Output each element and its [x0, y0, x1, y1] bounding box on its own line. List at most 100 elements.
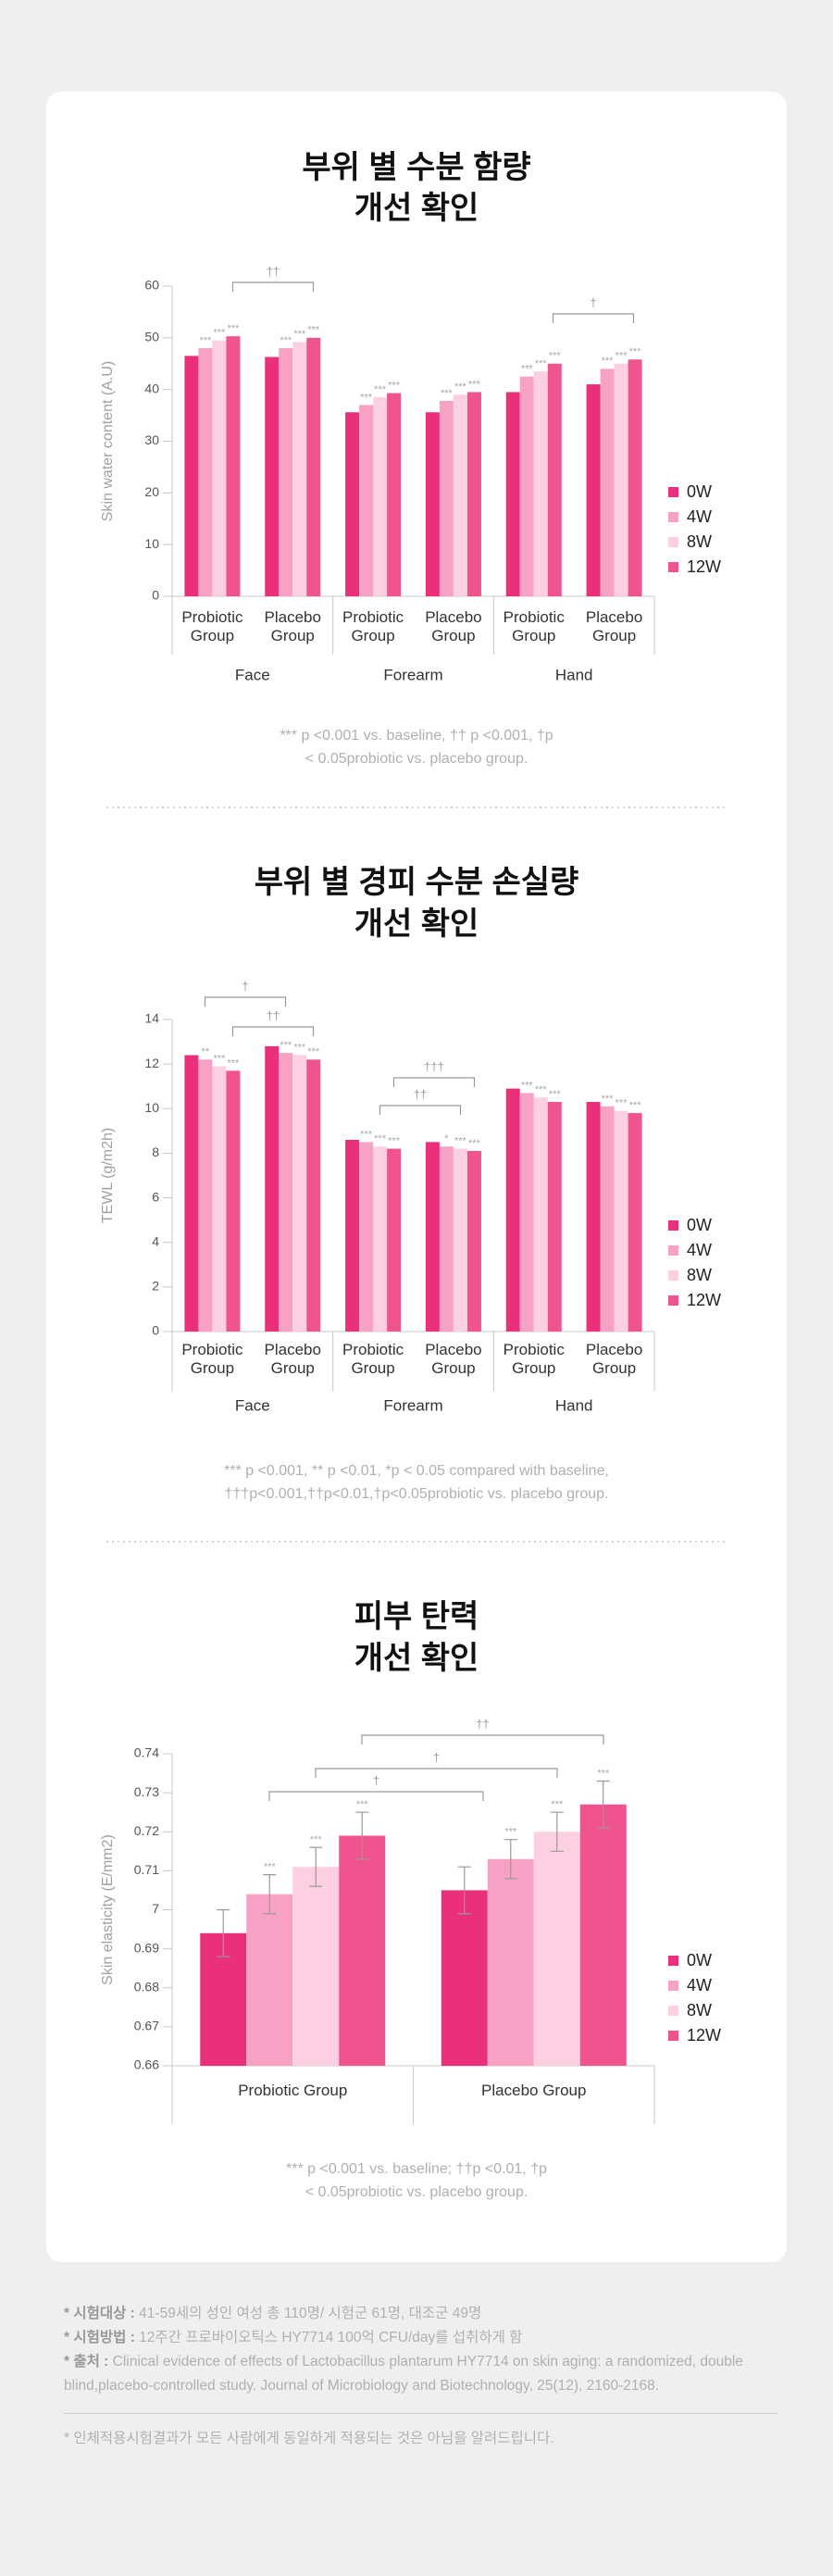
- significance: ***: [213, 1053, 226, 1064]
- bar: [345, 1139, 360, 1332]
- footnote: < 0.05probiotic vs. placebo group.: [305, 751, 528, 767]
- group-label: Hand: [555, 666, 593, 683]
- bracket-label: ††: [267, 1008, 280, 1022]
- y-tick-label: 0.71: [134, 1862, 159, 1877]
- note-label: * 시험대상 :: [64, 2306, 135, 2321]
- group-label: Hand: [555, 1396, 593, 1414]
- bracket-label: ††: [414, 1087, 427, 1101]
- bracket-label: †: [590, 295, 596, 309]
- legend-swatch: [668, 1981, 678, 1991]
- error-bar: [355, 1811, 369, 1860]
- bracket: [379, 1105, 462, 1115]
- significance: ***: [264, 1861, 277, 1872]
- chart-title: 개선 확인: [354, 1641, 479, 1676]
- chart-title: 개선 확인: [354, 191, 479, 226]
- significance: ***: [468, 1138, 481, 1149]
- x-tick-label: Placebo Group: [481, 2082, 587, 2099]
- error-bar: [596, 1780, 610, 1829]
- significance: ***: [388, 380, 401, 391]
- bracket: [204, 996, 287, 1007]
- footnote: *** p <0.001 vs. baseline; ††p <0.01, †p: [286, 2161, 547, 2177]
- bar: [441, 1890, 488, 2066]
- y-tick-label: 0.72: [134, 1823, 159, 1838]
- chart-title: 피부 탄력: [354, 1599, 479, 1634]
- significance: ***: [374, 1133, 387, 1144]
- legend-label: 8W: [687, 1266, 712, 1284]
- bar: [579, 1804, 627, 2066]
- significance: ***: [504, 1827, 517, 1838]
- footnote: *** p <0.001, ** p <0.01, *p < 0.05 comp…: [224, 1463, 609, 1479]
- y-tick-label: 0.68: [134, 1979, 159, 1994]
- legend-swatch: [668, 1220, 678, 1231]
- y-tick-label: 0.66: [134, 2057, 159, 2072]
- y-tick-label: 10: [144, 536, 159, 551]
- significance: ***: [360, 1129, 373, 1140]
- bar: [439, 1146, 454, 1332]
- y-tick-label: 0: [152, 1323, 159, 1338]
- bracket: [268, 1791, 484, 1801]
- y-tick-label: 4: [152, 1233, 159, 1248]
- bar: [184, 1055, 199, 1332]
- y-tick-label: 12: [144, 1056, 159, 1070]
- bracket-label: †: [433, 1750, 440, 1764]
- significance: ***: [549, 1089, 562, 1100]
- bar: [505, 392, 520, 596]
- legend-label: 0W: [687, 1216, 712, 1234]
- bar: [628, 1113, 642, 1332]
- significance: ***: [535, 358, 548, 369]
- significance: ***: [307, 325, 320, 336]
- bar: [339, 1835, 386, 2066]
- bar: [586, 384, 601, 596]
- bar: [184, 356, 199, 596]
- bar: [265, 356, 280, 596]
- y-axis-label: Skin water content (A.U): [100, 361, 116, 521]
- y-tick-label: 0.73: [134, 1784, 159, 1799]
- bar: [425, 412, 440, 596]
- note: * 출처 : Clinical evidence of effects of L…: [64, 2350, 777, 2398]
- legend-label: 0W: [687, 1951, 712, 1970]
- bar: [306, 1059, 321, 1332]
- bar: [265, 1045, 280, 1332]
- y-tick-label: 10: [144, 1100, 159, 1115]
- bar: [292, 342, 307, 596]
- note-text: 41-59세의 성인 여성 총 110명/ 시험군 61명, 대조군 49명: [139, 2306, 482, 2321]
- x-tick-label: Placebo Group: [585, 608, 643, 644]
- legend-swatch: [668, 537, 678, 547]
- bar: [466, 1151, 481, 1332]
- y-tick-label: 8: [152, 1144, 159, 1159]
- significance: ***: [468, 379, 481, 390]
- significance: ***: [629, 1100, 642, 1111]
- bar: [345, 412, 360, 596]
- bar: [279, 1053, 293, 1332]
- bar: [614, 1110, 628, 1332]
- bar: [226, 336, 241, 596]
- significance: ***: [310, 1834, 323, 1845]
- bar: [198, 348, 213, 596]
- x-tick-label: Probiotic Group: [503, 1341, 565, 1377]
- y-axis-label: Skin elasticity (E/mm2): [100, 1834, 116, 1985]
- note: * 시험방법 : 12주간 프로바이오틱스 HY7714 100억 CFU/da…: [64, 2326, 777, 2350]
- significance: ***: [293, 329, 306, 340]
- y-tick-label: 20: [144, 484, 159, 499]
- bar: [466, 392, 481, 596]
- note-label: * 출처 :: [64, 2354, 109, 2370]
- significance: ***: [597, 1768, 610, 1779]
- x-tick-label: Probiotic Group: [342, 608, 404, 644]
- bar: [600, 1106, 615, 1332]
- significance: *: [444, 1133, 449, 1144]
- note-text: 12주간 프로바이오틱스 HY7714 100억 CFU/day를 섭취하게 함: [139, 2330, 523, 2345]
- y-tick-label: 2: [152, 1279, 159, 1294]
- footnote: †††p<0.001,††p<0.01,†p<0.05probiotic vs.…: [225, 1486, 609, 1502]
- bar: [246, 1894, 293, 2066]
- x-tick-label: Probiotic Group: [342, 1341, 404, 1377]
- x-tick-label: Probiotic Group: [238, 2082, 348, 2099]
- bracket: [231, 1026, 315, 1036]
- bar: [292, 1055, 307, 1332]
- error-bar: [550, 1811, 564, 1852]
- bar: [212, 1066, 227, 1332]
- bar: [439, 400, 454, 596]
- y-tick-label: 6: [152, 1189, 159, 1204]
- significance: ***: [213, 328, 226, 339]
- y-tick-label: 0.67: [134, 2019, 159, 2033]
- bracket-label: ††: [267, 264, 280, 278]
